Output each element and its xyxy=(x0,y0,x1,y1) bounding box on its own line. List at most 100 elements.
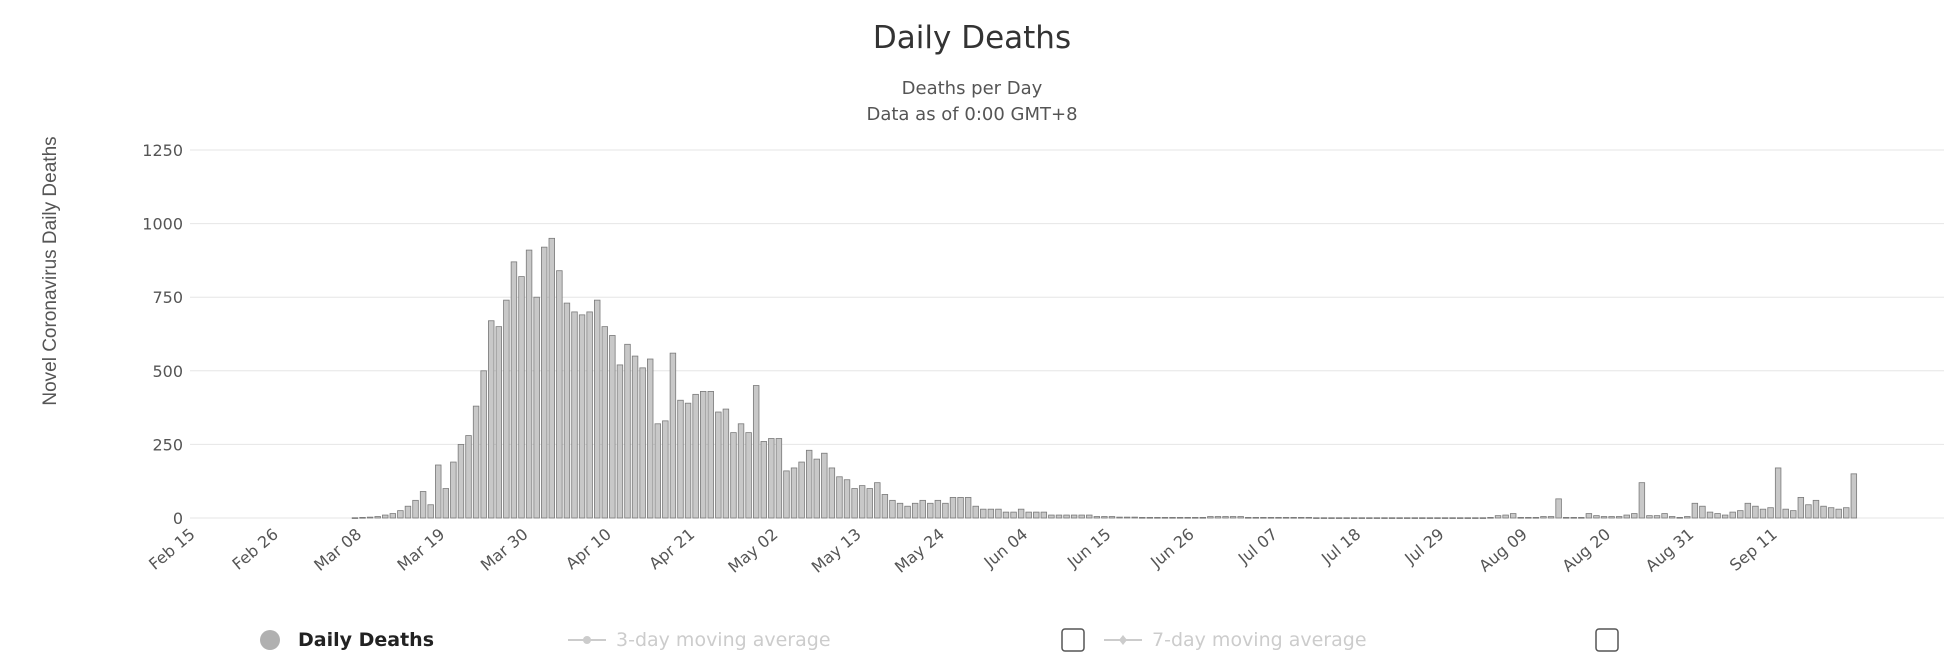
bar[interactable] xyxy=(1729,511,1736,519)
bar[interactable] xyxy=(768,438,775,519)
checkbox-3-day-average[interactable] xyxy=(1061,628,1085,652)
bar[interactable] xyxy=(1040,511,1048,519)
bar[interactable] xyxy=(351,517,359,519)
bar[interactable] xyxy=(1366,517,1373,519)
bar[interactable] xyxy=(1714,513,1721,519)
bar[interactable] xyxy=(1396,517,1403,519)
bar[interactable] xyxy=(1305,517,1312,519)
bar[interactable] xyxy=(1328,517,1335,519)
bar[interactable] xyxy=(1668,516,1676,519)
bar[interactable] xyxy=(1381,517,1388,519)
bar[interactable] xyxy=(1684,516,1691,519)
bar[interactable] xyxy=(1404,517,1411,519)
bar[interactable] xyxy=(404,505,412,519)
bar[interactable] xyxy=(1199,517,1207,519)
bar[interactable] xyxy=(1154,517,1161,519)
bar[interactable] xyxy=(601,326,608,519)
bar[interactable] xyxy=(699,391,707,519)
bar[interactable] xyxy=(1578,517,1585,519)
bar[interactable] xyxy=(631,355,639,519)
bar[interactable] xyxy=(1631,513,1638,519)
bar[interactable] xyxy=(874,482,881,519)
bar[interactable] xyxy=(578,314,586,519)
bar[interactable] xyxy=(1570,517,1577,519)
bar[interactable] xyxy=(798,461,805,519)
bar[interactable] xyxy=(1509,513,1517,519)
bar[interactable] xyxy=(1002,511,1010,519)
bar[interactable] xyxy=(1797,496,1805,519)
bar[interactable] xyxy=(881,494,889,519)
bar[interactable] xyxy=(1502,514,1509,519)
bar[interactable] xyxy=(533,296,540,519)
bar[interactable] xyxy=(980,508,987,519)
bar[interactable] xyxy=(1487,517,1494,519)
bar[interactable] xyxy=(821,452,828,519)
bar[interactable] xyxy=(1608,516,1615,519)
bar[interactable] xyxy=(1600,516,1608,519)
bar[interactable] xyxy=(1222,516,1229,519)
bar[interactable] xyxy=(722,408,730,519)
bar[interactable] xyxy=(1033,511,1040,519)
bar[interactable] xyxy=(1721,514,1729,519)
bar[interactable] xyxy=(730,432,737,519)
bar[interactable] xyxy=(624,343,631,519)
bar[interactable] xyxy=(1260,517,1267,519)
bar[interactable] xyxy=(1638,482,1646,519)
bar[interactable] xyxy=(586,311,593,519)
bar[interactable] xyxy=(1441,517,1449,519)
bar[interactable] xyxy=(1245,517,1252,519)
bar[interactable] xyxy=(715,411,722,519)
bar[interactable] xyxy=(942,502,949,519)
bar[interactable] xyxy=(1805,504,1812,519)
bar[interactable] xyxy=(457,443,465,519)
bar[interactable] xyxy=(1790,510,1797,519)
bar[interactable] xyxy=(427,504,434,519)
bar[interactable] xyxy=(1532,517,1540,519)
bar[interactable] xyxy=(972,505,979,519)
bar[interactable] xyxy=(1812,499,1820,519)
bar[interactable] xyxy=(412,499,419,519)
bar[interactable] xyxy=(927,502,934,519)
bar[interactable] xyxy=(1169,517,1176,519)
bar[interactable] xyxy=(1123,516,1131,519)
bar[interactable] xyxy=(541,246,548,519)
bar[interactable] xyxy=(1479,517,1487,519)
bar[interactable] xyxy=(1615,516,1623,519)
bar[interactable] xyxy=(389,513,397,519)
bar[interactable] xyxy=(889,499,896,519)
bar[interactable] xyxy=(548,237,555,519)
bar[interactable] xyxy=(1146,517,1154,519)
bar[interactable] xyxy=(1737,510,1744,519)
bar[interactable] xyxy=(563,302,571,519)
bar[interactable] xyxy=(1313,517,1320,519)
bar[interactable] xyxy=(1850,473,1858,519)
bar[interactable] xyxy=(911,502,919,519)
bar[interactable] xyxy=(1373,517,1381,519)
bar[interactable] xyxy=(745,432,752,519)
legend-item-7-day-average[interactable]: 7-day moving average xyxy=(1104,629,1367,651)
bar[interactable] xyxy=(1426,517,1434,519)
bar[interactable] xyxy=(692,393,699,519)
bar[interactable] xyxy=(571,311,578,519)
bar[interactable] xyxy=(836,476,843,519)
bar[interactable] xyxy=(1759,508,1767,519)
legend-item-3-day-average[interactable]: 3-day moving average xyxy=(568,629,831,651)
bar[interactable] xyxy=(987,508,995,519)
bar[interactable] xyxy=(1646,515,1653,519)
bar[interactable] xyxy=(707,391,714,519)
bar[interactable] xyxy=(684,402,692,519)
bar[interactable] xyxy=(790,467,798,519)
bar[interactable] xyxy=(594,299,601,519)
bar[interactable] xyxy=(934,499,942,519)
bar[interactable] xyxy=(1555,498,1562,519)
bar[interactable] xyxy=(495,326,502,519)
bar[interactable] xyxy=(1252,517,1259,519)
bar[interactable] xyxy=(1434,517,1441,519)
bar[interactable] xyxy=(669,352,677,519)
bar[interactable] xyxy=(510,261,518,519)
bar[interactable] xyxy=(1411,517,1418,519)
bar[interactable] xyxy=(450,461,457,519)
bar[interactable] xyxy=(949,496,957,519)
bar[interactable] xyxy=(775,438,783,519)
bar[interactable] xyxy=(851,488,858,519)
